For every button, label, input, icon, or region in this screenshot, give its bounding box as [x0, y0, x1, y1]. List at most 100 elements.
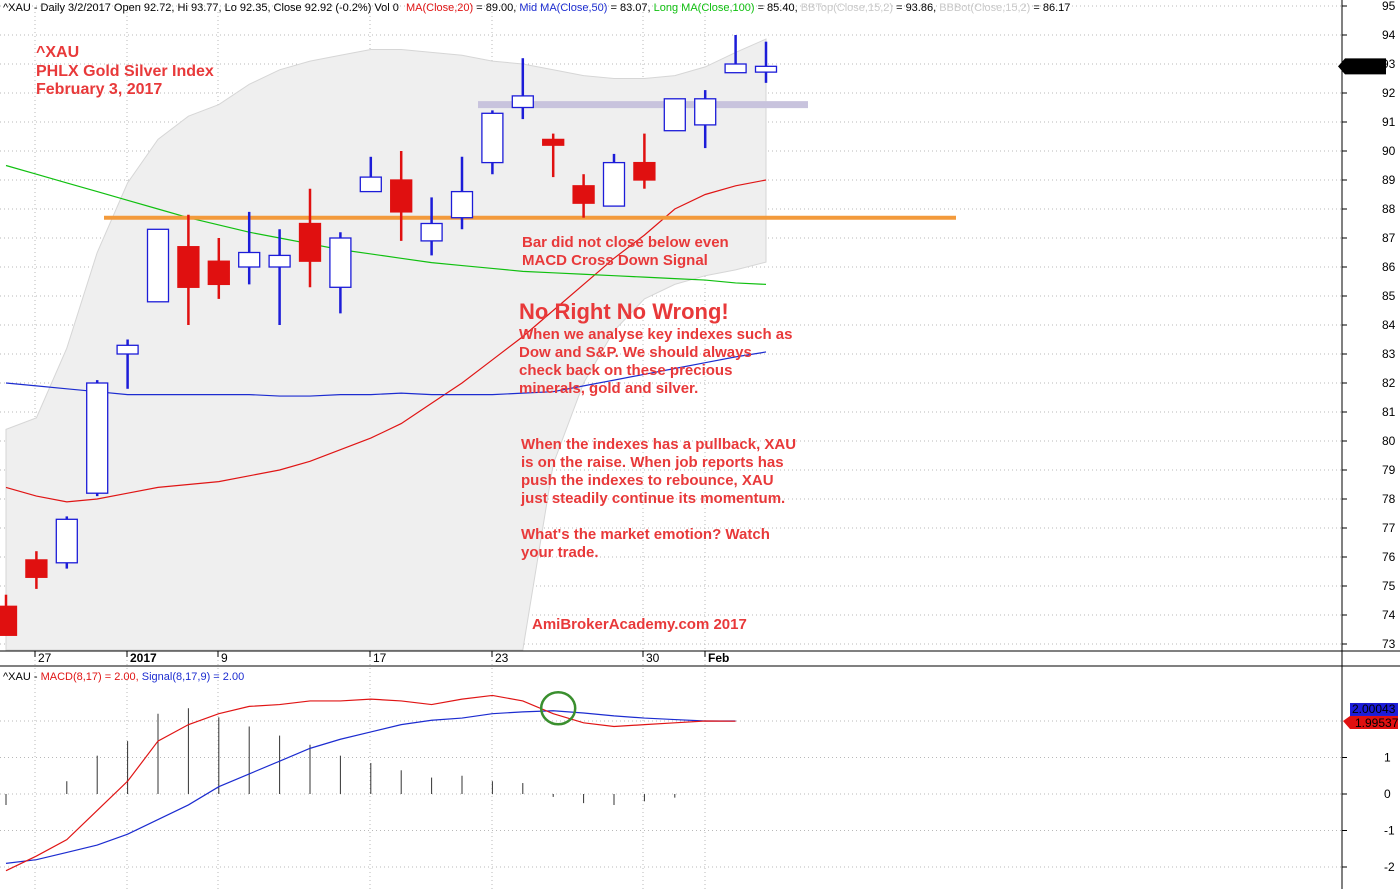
signal-value-tag	[1350, 702, 1398, 716]
note4-line-2: your trade.	[521, 544, 599, 561]
price-tick-label: 77	[1382, 521, 1396, 535]
date-tick-label: 23	[495, 651, 509, 665]
candle-body	[420, 222, 443, 242]
header-ma50-value: = 83.07,	[607, 2, 653, 14]
candle-body	[390, 179, 413, 213]
candle-body	[86, 382, 109, 494]
candle-body	[146, 228, 170, 303]
candle-body	[238, 251, 261, 268]
price-tick-label: 79	[1382, 463, 1396, 477]
candle-body	[298, 222, 322, 262]
macd-header-macd: MACD(8,17) = 2.00,	[41, 671, 142, 683]
price-tick-label: 85	[1382, 289, 1396, 303]
title-line-2: PHLX Gold Silver Index	[36, 63, 214, 80]
price-tick-label: 83	[1382, 347, 1396, 361]
candle-body	[754, 65, 778, 73]
price-tick-label: 87	[1382, 231, 1396, 245]
note2-line-1: When we analyse key indexes such as	[519, 326, 792, 343]
candle-body	[55, 518, 78, 564]
candle-body	[481, 112, 504, 164]
footer-credit: AmiBrokerAcademy.com 2017	[532, 616, 747, 633]
price-tick-label: 78	[1382, 492, 1396, 506]
note2-line-4: minerals, gold and silver.	[519, 380, 698, 397]
date-tick-label: 30	[646, 651, 660, 665]
candle-body	[572, 185, 595, 204]
candles[interactable]	[0, 35, 778, 636]
candle-body	[177, 246, 200, 288]
candle-body	[268, 254, 291, 268]
candle-body	[0, 605, 18, 636]
ma100-line	[5, 164, 767, 285]
note1-line-1: Bar did not close below even	[522, 234, 729, 251]
moving-averages	[5, 164, 767, 503]
header-ma100-value: = 85.40,	[755, 2, 801, 14]
date-tick-label: 27	[38, 651, 52, 665]
note2-line-3: check back on these precious	[519, 362, 732, 379]
header-bbbot-label: BBBot(Close,15,2)	[939, 2, 1030, 14]
ma50-line	[5, 351, 767, 397]
header-ma100-label: Long MA(Close,100)	[654, 2, 755, 14]
note2-line-2: Dow and S&P. We should always	[519, 344, 752, 361]
macd-lines	[5, 694, 736, 872]
last-price-tag	[1338, 58, 1386, 75]
candle-body	[511, 95, 534, 109]
price-tick-label: 75	[1382, 579, 1396, 593]
price-tick-label: 74	[1382, 608, 1396, 622]
candle-body	[663, 98, 686, 132]
price-tick-label: 90	[1382, 144, 1396, 158]
cross-signal-circle	[539, 690, 577, 726]
price-tick-label: 82	[1382, 376, 1396, 390]
macd-tick-label: -2	[1384, 860, 1395, 874]
macd-tick-label: 0	[1384, 787, 1391, 801]
note3-line-3: push the indexes to rebounce, XAU	[521, 472, 774, 489]
price-tick-label: 94	[1382, 28, 1396, 42]
signal-value-label: 2.00043	[1352, 702, 1396, 716]
macd-tick-label: -1	[1384, 824, 1395, 838]
ma20-line	[5, 179, 767, 503]
date-tick-label: Feb	[708, 651, 729, 665]
macd-value-label: 1.99537	[1355, 716, 1399, 730]
candle-body	[359, 176, 382, 193]
price-tick-label: 76	[1382, 550, 1396, 564]
header-bbbot-value: = 86.17	[1030, 2, 1070, 14]
candle-body	[694, 98, 717, 126]
candle-body	[450, 190, 474, 219]
macd-header-signal: Signal(8,17,9) = 2.00	[142, 671, 244, 683]
headline: No Right No Wrong!	[519, 299, 729, 324]
title-line-1: ^XAU	[36, 44, 79, 61]
price-tick-label: 84	[1382, 318, 1396, 332]
note3-line-1: When the indexes has a pullback, XAU	[521, 436, 796, 453]
candle-body	[633, 161, 656, 181]
note1-line-2: MACD Cross Down Signal	[522, 252, 708, 269]
price-tick-label: 89	[1382, 173, 1396, 187]
header-bbtop-value: = 93.86,	[893, 2, 939, 14]
candle-body	[329, 237, 352, 288]
price-tick-label: 80	[1382, 434, 1396, 448]
last-price-label: 92.92	[1350, 59, 1380, 73]
price-tick-label: 86	[1382, 260, 1396, 274]
price-tick-label: 73	[1382, 637, 1396, 651]
title-line-3: February 3, 2017	[36, 81, 162, 98]
candle-body	[25, 559, 48, 578]
price-tick-label: 81	[1382, 405, 1396, 419]
chart-header: ^XAU - Daily 3/2/2017 Open 92.72, Hi 93.…	[3, 2, 1070, 14]
price-tick-label: 88	[1382, 202, 1396, 216]
note3-line-2: is on the raise. When job reports has	[521, 454, 784, 471]
price-tick-label: 92	[1382, 86, 1396, 100]
macd-header: ^XAU - MACD(8,17) = 2.00, Signal(8,17,9)…	[3, 671, 244, 683]
price-tick-label: 91	[1382, 115, 1396, 129]
candle-body	[602, 161, 626, 207]
macd-value-tag	[1343, 715, 1398, 729]
date-tick-label: 17	[373, 651, 387, 665]
header-ma50-label: Mid MA(Close,50)	[519, 2, 607, 14]
macd-line	[5, 694, 736, 872]
candle-body	[724, 63, 747, 74]
header-ma20-label: MA(Close,20)	[406, 2, 473, 14]
price-tick-label: 95	[1382, 0, 1396, 13]
macd-header-prefix: ^XAU -	[3, 671, 41, 683]
header-bbtop-label: BBTop(Close,15,2)	[801, 2, 893, 14]
candle-body	[116, 344, 139, 355]
macd-tick-label: 1	[1384, 751, 1391, 765]
